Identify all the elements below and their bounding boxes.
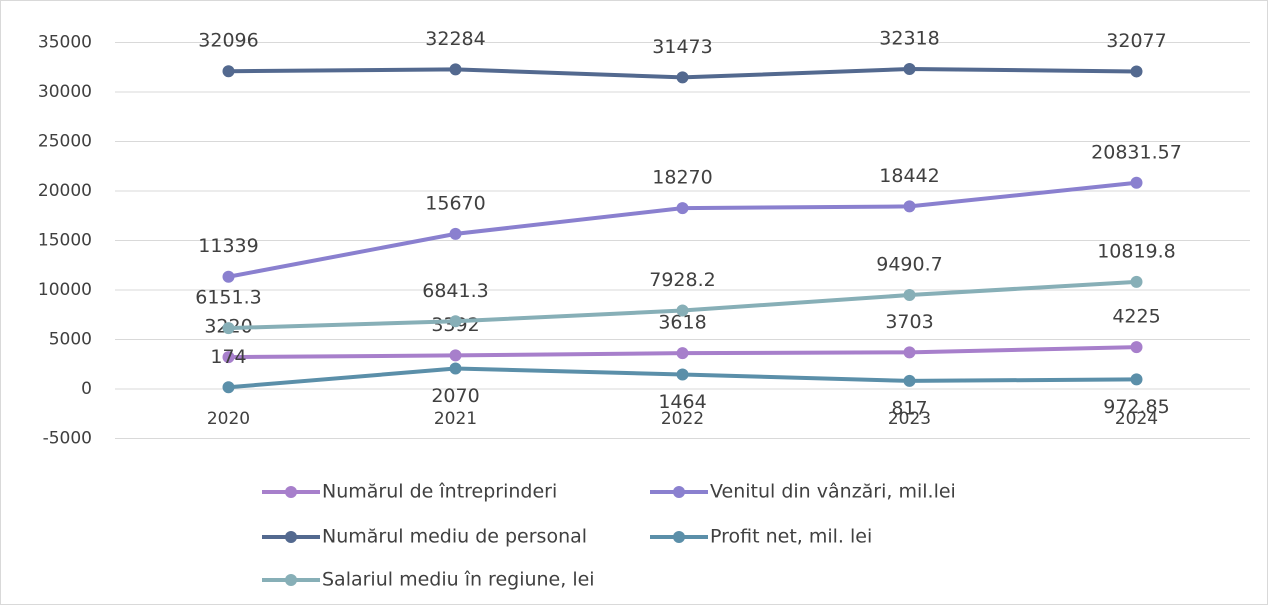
y-tick-label: 0: [81, 379, 92, 399]
data-label: 32077: [1106, 30, 1166, 52]
y-tick-label: 5000: [49, 330, 92, 350]
legend-label: Numărul mediu de personal: [322, 526, 587, 548]
legend-marker: [673, 531, 685, 543]
data-point: [1130, 275, 1143, 288]
data-point: [676, 202, 689, 215]
data-point: [903, 200, 916, 213]
data-label: 972.85: [1103, 396, 1169, 418]
data-point: [449, 362, 462, 375]
x-tick-label: 2023: [888, 409, 931, 429]
legend-label: Salariul mediu în regiune, lei: [322, 569, 595, 591]
data-point: [903, 346, 916, 359]
y-tick-label: 10000: [38, 280, 92, 300]
data-label: 32318: [879, 28, 939, 50]
y-tick-label: 35000: [38, 33, 92, 53]
legend-marker: [285, 531, 297, 543]
x-tick-label: 2021: [434, 409, 477, 429]
data-label: 174: [210, 346, 246, 368]
y-tick-label: 25000: [38, 132, 92, 152]
data-label: 1464: [658, 391, 706, 413]
data-label: 4225: [1112, 306, 1160, 328]
data-point: [1130, 373, 1143, 386]
data-point: [1130, 176, 1143, 189]
data-label: 6841.3: [422, 280, 488, 302]
data-point: [903, 63, 916, 76]
x-tick-label: 2022: [661, 409, 704, 429]
y-tick-label: -5000: [43, 429, 92, 449]
data-label: 3618: [658, 312, 706, 334]
data-point: [676, 304, 689, 317]
data-label: 2070: [431, 385, 479, 407]
data-point: [222, 65, 235, 78]
legend-label: Venitul din vânzări, mil.lei: [710, 481, 956, 503]
data-point: [449, 315, 462, 328]
data-label: 18442: [879, 165, 939, 187]
data-point: [222, 351, 235, 364]
data-point: [222, 381, 235, 394]
data-label: 31473: [652, 36, 712, 58]
data-point: [449, 227, 462, 240]
data-point: [1130, 65, 1143, 78]
legend-label: Numărul de întreprinderi: [322, 481, 557, 503]
data-label: 15670: [425, 192, 485, 214]
data-label: 9490.7: [876, 254, 942, 276]
data-label: 18270: [652, 167, 712, 189]
legend-marker: [673, 486, 685, 498]
data-label: 32284: [425, 28, 485, 50]
data-label: 11339: [198, 235, 258, 257]
x-tick-label: 2024: [1115, 409, 1158, 429]
data-point: [449, 349, 462, 362]
y-tick-label: 20000: [38, 181, 92, 201]
data-point: [1130, 341, 1143, 354]
data-point: [903, 289, 916, 302]
data-point: [222, 322, 235, 335]
data-label: 817: [891, 397, 927, 419]
y-tick-label: 15000: [38, 231, 92, 251]
y-tick-label: 30000: [38, 82, 92, 102]
data-point: [676, 368, 689, 381]
data-point: [676, 347, 689, 360]
data-point: [676, 71, 689, 84]
data-label: 10819.8: [1097, 240, 1176, 262]
x-tick-label: 2020: [207, 409, 250, 429]
data-label: 20831.57: [1091, 141, 1182, 163]
data-point: [449, 63, 462, 76]
data-label: 7928.2: [649, 269, 715, 291]
legend-marker: [285, 574, 297, 586]
data-point: [222, 270, 235, 283]
data-label: 32096: [198, 30, 258, 52]
legend-marker: [285, 486, 297, 498]
data-label: 6151.3: [195, 287, 261, 309]
legend-label: Profit net, mil. lei: [710, 526, 872, 548]
data-label: 3703: [885, 311, 933, 333]
data-point: [903, 374, 916, 387]
